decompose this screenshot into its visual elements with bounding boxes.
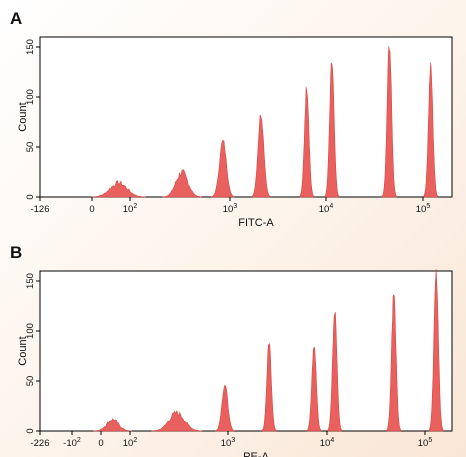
y-tick-label: 100 [25, 89, 36, 105]
x-tick-label: 102 [123, 203, 138, 215]
histogram-peak [215, 384, 235, 432]
plot-area [39, 270, 453, 432]
y-tick-label: 50 [25, 142, 36, 153]
histogram-peak [423, 62, 438, 198]
y-tick-label: 150 [25, 273, 36, 289]
panel-letter: A [10, 9, 22, 28]
y-tick-label: 50 [25, 376, 36, 387]
histogram-peak [151, 410, 203, 432]
x-axis-title: PE-A [243, 451, 269, 457]
histogram-peak [327, 312, 343, 432]
y-tick-label: 0 [25, 428, 36, 433]
histogram-peak [386, 294, 402, 432]
panel-b: B 0 50 100 150 Count -226 -102 0 102 103 104 105 PE-A [10, 243, 453, 457]
x-axis-title: FITC-A [238, 217, 274, 229]
panel-letter: B [10, 243, 22, 262]
histogram-peak [261, 342, 277, 432]
histogram-peak [93, 418, 132, 432]
y-tick-label: 0 [25, 194, 36, 199]
y-tick-label: 150 [25, 39, 36, 55]
histogram-peak [382, 46, 397, 198]
x-tick-label: -102 [63, 437, 81, 449]
plot-area [39, 36, 453, 198]
x-tick-label: 104 [320, 437, 335, 449]
panel-a: A 0 50 100 150 Count -126 0 102 103 104 105 FITC-A [10, 9, 453, 229]
histogram-peak [306, 346, 322, 432]
x-tick-label: 103 [221, 437, 236, 449]
x-tick-label: -126 [30, 204, 49, 215]
y-tick-label: 100 [25, 323, 36, 339]
x-tick-label: 0 [89, 204, 94, 215]
x-tick-label: -226 [30, 438, 49, 449]
histogram-peak [211, 139, 235, 198]
x-tick-label: 105 [416, 203, 431, 215]
x-tick-label: 105 [418, 437, 433, 449]
histogram-peak [162, 169, 202, 198]
x-tick-label: 102 [123, 437, 138, 449]
y-axis-title: Count [17, 102, 29, 131]
histogram-peak [251, 114, 271, 198]
x-tick-label: 104 [319, 203, 334, 215]
histogram-peak [428, 269, 444, 432]
y-axis-title: Count [17, 336, 29, 365]
histogram-peak [91, 180, 146, 198]
x-tick-label: 103 [223, 203, 238, 215]
x-tick-label: 0 [98, 438, 103, 449]
histogram-peak [324, 62, 340, 198]
histogram-peak [299, 86, 315, 198]
